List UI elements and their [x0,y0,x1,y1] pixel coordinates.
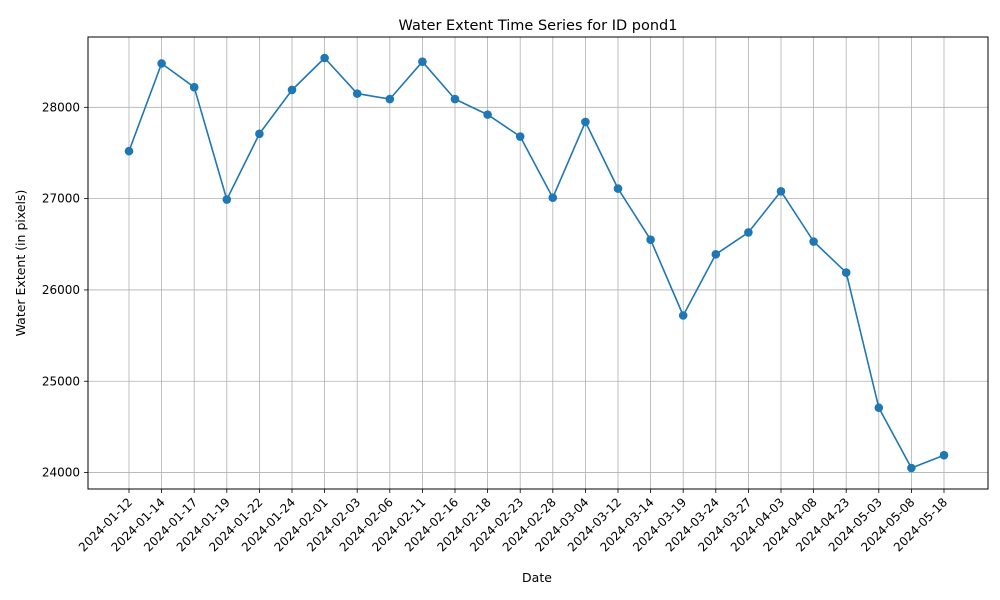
data-point-marker [678,311,688,320]
data-point-marker [255,129,264,139]
x-axis-label: Date [522,570,552,585]
data-point-marker [939,450,949,460]
y-axis-ticks: 24000 25000 26000 27000 28000 [42,100,88,480]
data-point-marker [222,195,232,204]
grid-lines [88,37,988,489]
data-point-marker [809,237,818,246]
y-tick-label: 27000 [42,192,80,206]
data-point-marker [907,463,916,473]
data-point-marker [874,403,884,413]
data-point-marker [320,53,329,63]
data-point-marker [418,57,427,66]
data-point-marker [483,110,492,119]
data-point-marker [515,132,525,141]
y-axis-label: Water Extent (in pixels) [13,190,28,337]
data-point-marker [189,82,199,92]
data-point-marker [776,187,786,196]
data-point-marker [581,117,590,127]
data-point-marker [613,184,623,193]
y-tick-label: 26000 [42,283,80,297]
y-tick-label: 25000 [42,374,80,388]
data-point-marker [385,94,395,104]
y-tick-label: 28000 [42,100,80,114]
data-point-marker [646,235,655,245]
data-point-marker [450,94,460,104]
data-point-marker [548,193,558,203]
series-line [128,57,945,469]
data-point-marker [157,59,166,68]
data-point-marker [352,89,362,98]
data-point-marker [744,228,753,237]
y-tick-label: 24000 [42,466,80,480]
data-point-marker [124,146,134,156]
series-line-layer [128,57,945,469]
data-point-marker [287,85,297,95]
plot-area-frame [87,36,989,490]
data-point-marker [841,268,851,277]
series-markers [124,53,949,473]
chart-title: Water Extent Time Series for ID pond1 [399,18,678,34]
data-point-marker [711,250,721,259]
